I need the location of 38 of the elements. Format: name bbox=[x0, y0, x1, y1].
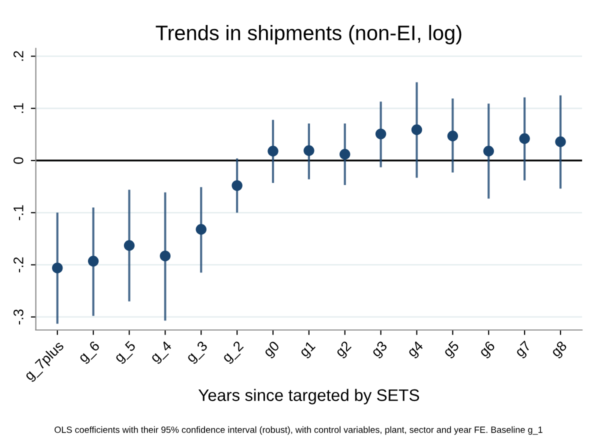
text: OLS coefficients with their 95% confidence interval (robust), with control variables, plant, sector and year FE. Baseline g_1 bbox=[54, 426, 542, 435]
x-tick-label: g2 bbox=[334, 340, 354, 360]
point bbox=[483, 146, 494, 156]
point bbox=[375, 128, 386, 140]
y-tick-label: 0 bbox=[14, 157, 24, 164]
point bbox=[555, 136, 566, 148]
point bbox=[52, 262, 63, 274]
y-tick-label: -.2 bbox=[14, 257, 24, 272]
point bbox=[411, 124, 422, 136]
x-tick-label: g_2 bbox=[221, 340, 246, 365]
point bbox=[196, 224, 206, 235]
x-tick-label: g1 bbox=[298, 340, 318, 360]
y-tick-label: -.1 bbox=[14, 205, 24, 220]
x-tick-label: g6 bbox=[478, 340, 498, 360]
point bbox=[124, 240, 135, 251]
x-tick-label: g3 bbox=[370, 340, 390, 360]
point bbox=[447, 130, 458, 142]
point bbox=[268, 146, 278, 156]
y-tick-label: .1 bbox=[14, 103, 24, 113]
x-tick-label: g_6 bbox=[78, 340, 102, 365]
point bbox=[340, 148, 350, 160]
x-tick-label: g4 bbox=[406, 340, 426, 360]
x-tick-label: g_5 bbox=[114, 340, 138, 365]
y-tick-label: -.3 bbox=[14, 309, 24, 324]
chart-title: Trends in shipments (non-EI, log) bbox=[156, 24, 462, 44]
x-tick-label: g8 bbox=[550, 340, 570, 360]
point bbox=[519, 133, 530, 144]
x-tick-label: g_4 bbox=[150, 340, 174, 365]
x-tick-label: g7 bbox=[514, 340, 534, 360]
point bbox=[160, 250, 171, 262]
x-tick-label: g_3 bbox=[185, 340, 210, 365]
x-tick-label: g0 bbox=[262, 340, 282, 360]
point bbox=[304, 145, 314, 156]
x-axis-title: Years since targeted by SETS bbox=[198, 388, 420, 404]
x-tick-label: g5 bbox=[442, 340, 462, 360]
point bbox=[88, 256, 99, 267]
y-tick-label: .2 bbox=[14, 51, 24, 61]
point bbox=[232, 180, 242, 191]
